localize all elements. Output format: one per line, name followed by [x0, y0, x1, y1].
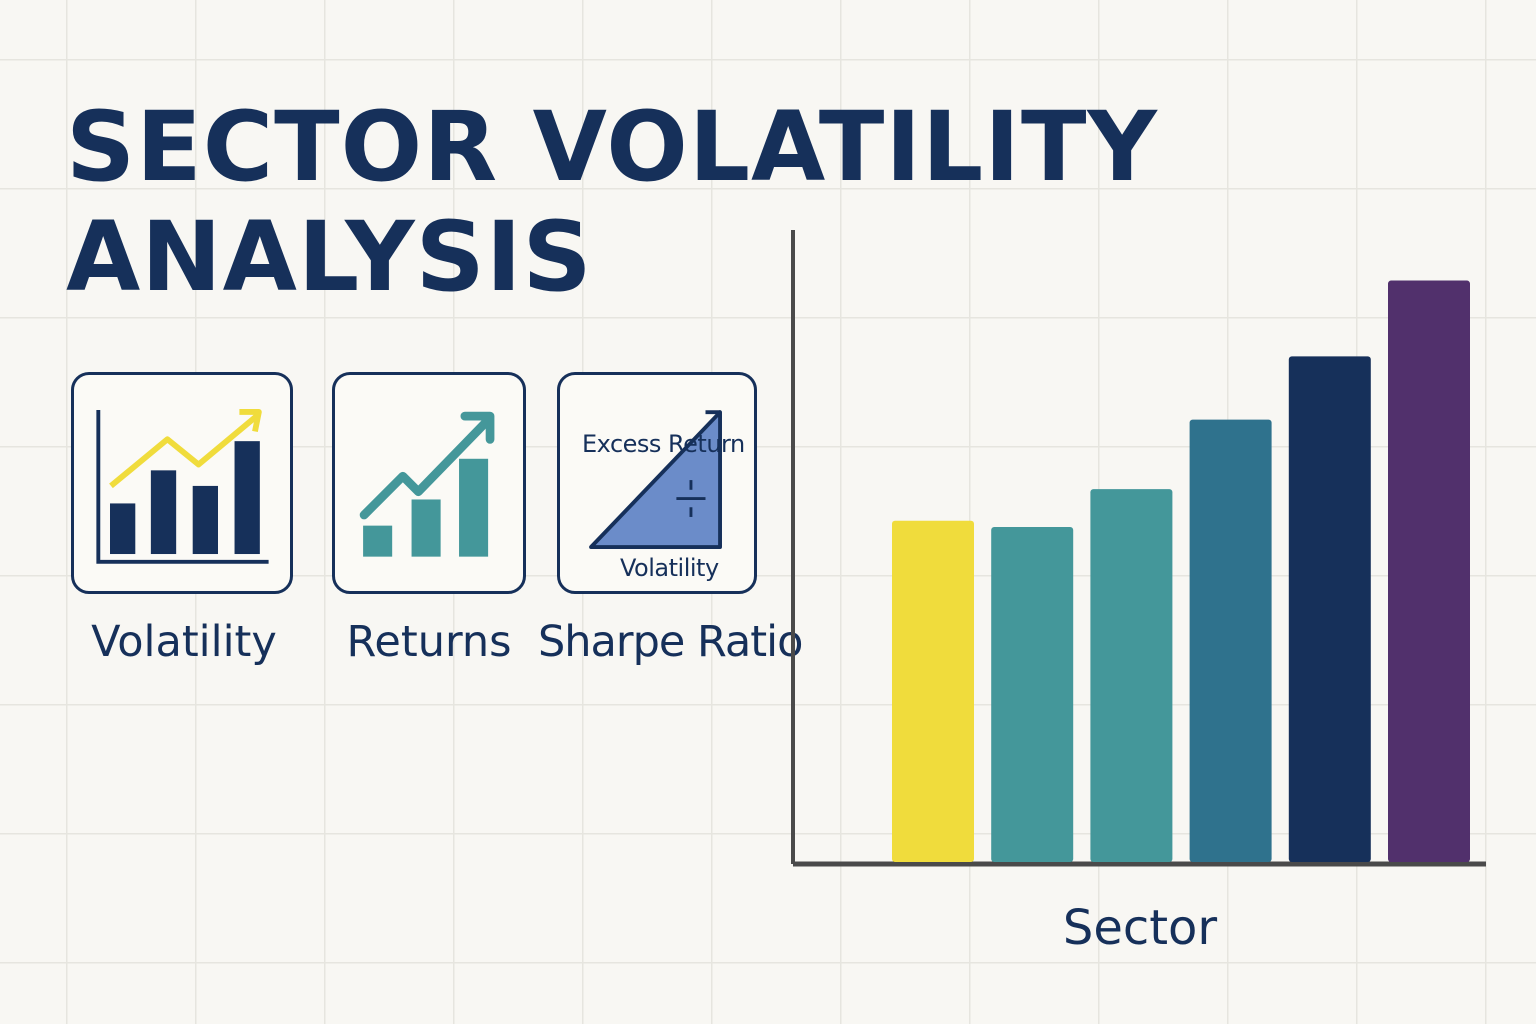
title-line-1: SECTOR VOLATILITY [66, 91, 1158, 203]
bar-5 [1288, 356, 1371, 862]
bar-6 [1388, 280, 1470, 862]
returns-label: Returns [346, 617, 512, 667]
sharpe-ratio-card: Excess Return Volatility [557, 372, 757, 594]
bar-4 [1189, 419, 1272, 862]
volatility-denominator-label: Volatility [620, 554, 719, 582]
growth-chart-arrow-icon [359, 411, 495, 557]
ratio-triangle-icon [589, 410, 722, 549]
bar-2 [991, 527, 1074, 862]
volatility-label: Volatility [91, 617, 277, 667]
returns-card [332, 372, 526, 594]
sector-bar-chart [791, 230, 1486, 867]
volatility-card [71, 372, 293, 594]
excess-return-label: Excess Return [582, 430, 745, 458]
bar-3 [1090, 489, 1173, 862]
x-axis-label: Sector [1062, 900, 1218, 956]
bar-chart-trend-icon [96, 409, 269, 564]
sharpe-ratio-label: Sharpe Ratio [538, 617, 803, 667]
page-title: SECTOR VOLATILITY ANALYSIS [66, 92, 1158, 312]
title-line-2: ANALYSIS [66, 201, 593, 313]
bar-1 [892, 520, 974, 862]
